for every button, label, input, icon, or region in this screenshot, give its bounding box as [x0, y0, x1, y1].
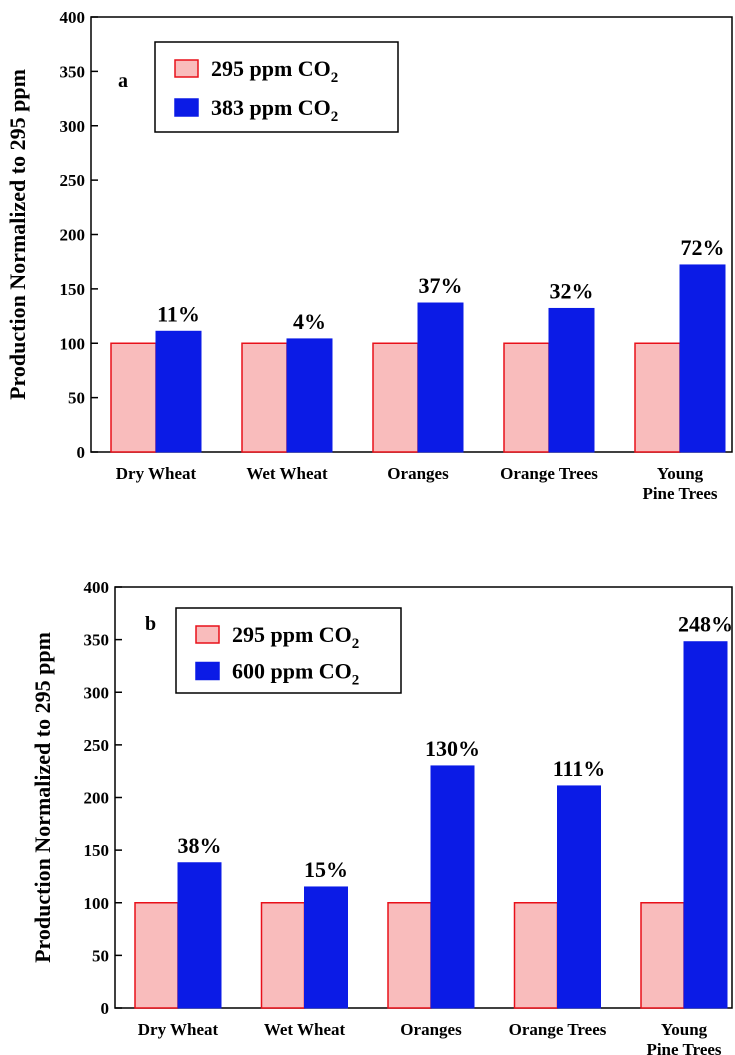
y-tick-label: 250	[84, 736, 110, 755]
y-tick-label: 50	[68, 389, 85, 408]
x-tick-label: Dry Wheat	[138, 1020, 219, 1039]
data-label: 38%	[178, 833, 222, 858]
data-label: 11%	[157, 301, 200, 326]
bar-elevated-co2	[286, 338, 333, 453]
y-tick-label: 50	[92, 946, 109, 965]
x-tick-label: Orange Trees	[509, 1020, 607, 1039]
x-tick-label: Wet Wheat	[264, 1020, 346, 1039]
bar-295ppm	[640, 902, 685, 1009]
y-tick-label: 250	[60, 171, 86, 190]
bar-elevated-co2	[177, 862, 222, 1009]
bar-295ppm	[503, 342, 550, 453]
data-label: 32%	[550, 278, 594, 303]
chart-panel-b: 0 50 100 150 200 250 300 350 400 Production Norma…	[30, 578, 733, 1055]
x-tick-label: Orange Trees	[500, 464, 598, 483]
legend-swatch	[174, 59, 199, 78]
x-tick-label: Young Pine Trees	[646, 1020, 721, 1055]
y-tick-label: 150	[84, 841, 110, 860]
y-tick-label: 150	[60, 280, 86, 299]
bar-elevated-co2	[304, 886, 348, 1009]
bar-295ppm	[634, 342, 681, 453]
data-label: 248%	[678, 612, 733, 637]
y-tick-label: 100	[60, 334, 86, 353]
data-label: 37%	[419, 273, 463, 298]
legend-box	[154, 41, 399, 133]
y-axis-title: Production Normalized to 295 ppm	[5, 69, 30, 400]
bar-295ppm	[372, 342, 419, 453]
x-tick-label: Dry Wheat	[116, 464, 197, 483]
bar-295ppm	[260, 902, 306, 1009]
y-tick-label: 300	[60, 117, 86, 136]
y-tick-label: 400	[60, 8, 86, 27]
bar-elevated-co2	[417, 302, 464, 453]
bar-elevated-co2	[548, 307, 595, 453]
panel-label: b	[145, 613, 156, 635]
data-label: 130%	[425, 736, 480, 761]
bar-elevated-co2	[679, 264, 726, 453]
y-tick-label: 350	[84, 631, 110, 650]
data-label: 72%	[681, 235, 725, 260]
y-tick-label: 100	[84, 894, 110, 913]
data-label: 15%	[304, 857, 348, 882]
bar-295ppm	[513, 902, 559, 1009]
x-tick-label: Oranges	[387, 464, 449, 483]
data-label: 111%	[553, 756, 606, 781]
y-tick-label: 0	[77, 443, 86, 462]
y-tick-label: 300	[84, 683, 110, 702]
bar-295ppm	[241, 342, 288, 453]
bar-elevated-co2	[430, 765, 475, 1009]
y-tick-label: 200	[84, 789, 110, 808]
legend-swatch	[174, 98, 199, 117]
chart-panel-a: 0 50 100 150 200 250 300 350 400 Production Norma…	[5, 8, 733, 503]
y-tick-label: 200	[60, 226, 86, 245]
bar-elevated-co2	[557, 785, 601, 1009]
y-tick-label: 0	[101, 999, 110, 1018]
x-tick-label: Wet Wheat	[246, 464, 328, 483]
bar-elevated-co2	[683, 641, 728, 1009]
panel-label: a	[118, 70, 128, 92]
x-tick-label: Oranges	[400, 1020, 462, 1039]
legend-swatch	[195, 661, 220, 681]
y-axis-title: Production Normalized to 295 ppm	[30, 632, 55, 963]
x-tick-label: Young Pine Trees	[642, 464, 717, 503]
y-tick-label: 350	[60, 62, 86, 81]
legend-swatch	[195, 625, 220, 644]
data-label: 4%	[293, 309, 326, 334]
y-tick-label: 400	[84, 578, 110, 597]
bar-elevated-co2	[155, 330, 202, 453]
bar-295ppm	[134, 902, 179, 1009]
bar-295ppm	[110, 342, 157, 453]
bar-295ppm	[387, 902, 432, 1009]
